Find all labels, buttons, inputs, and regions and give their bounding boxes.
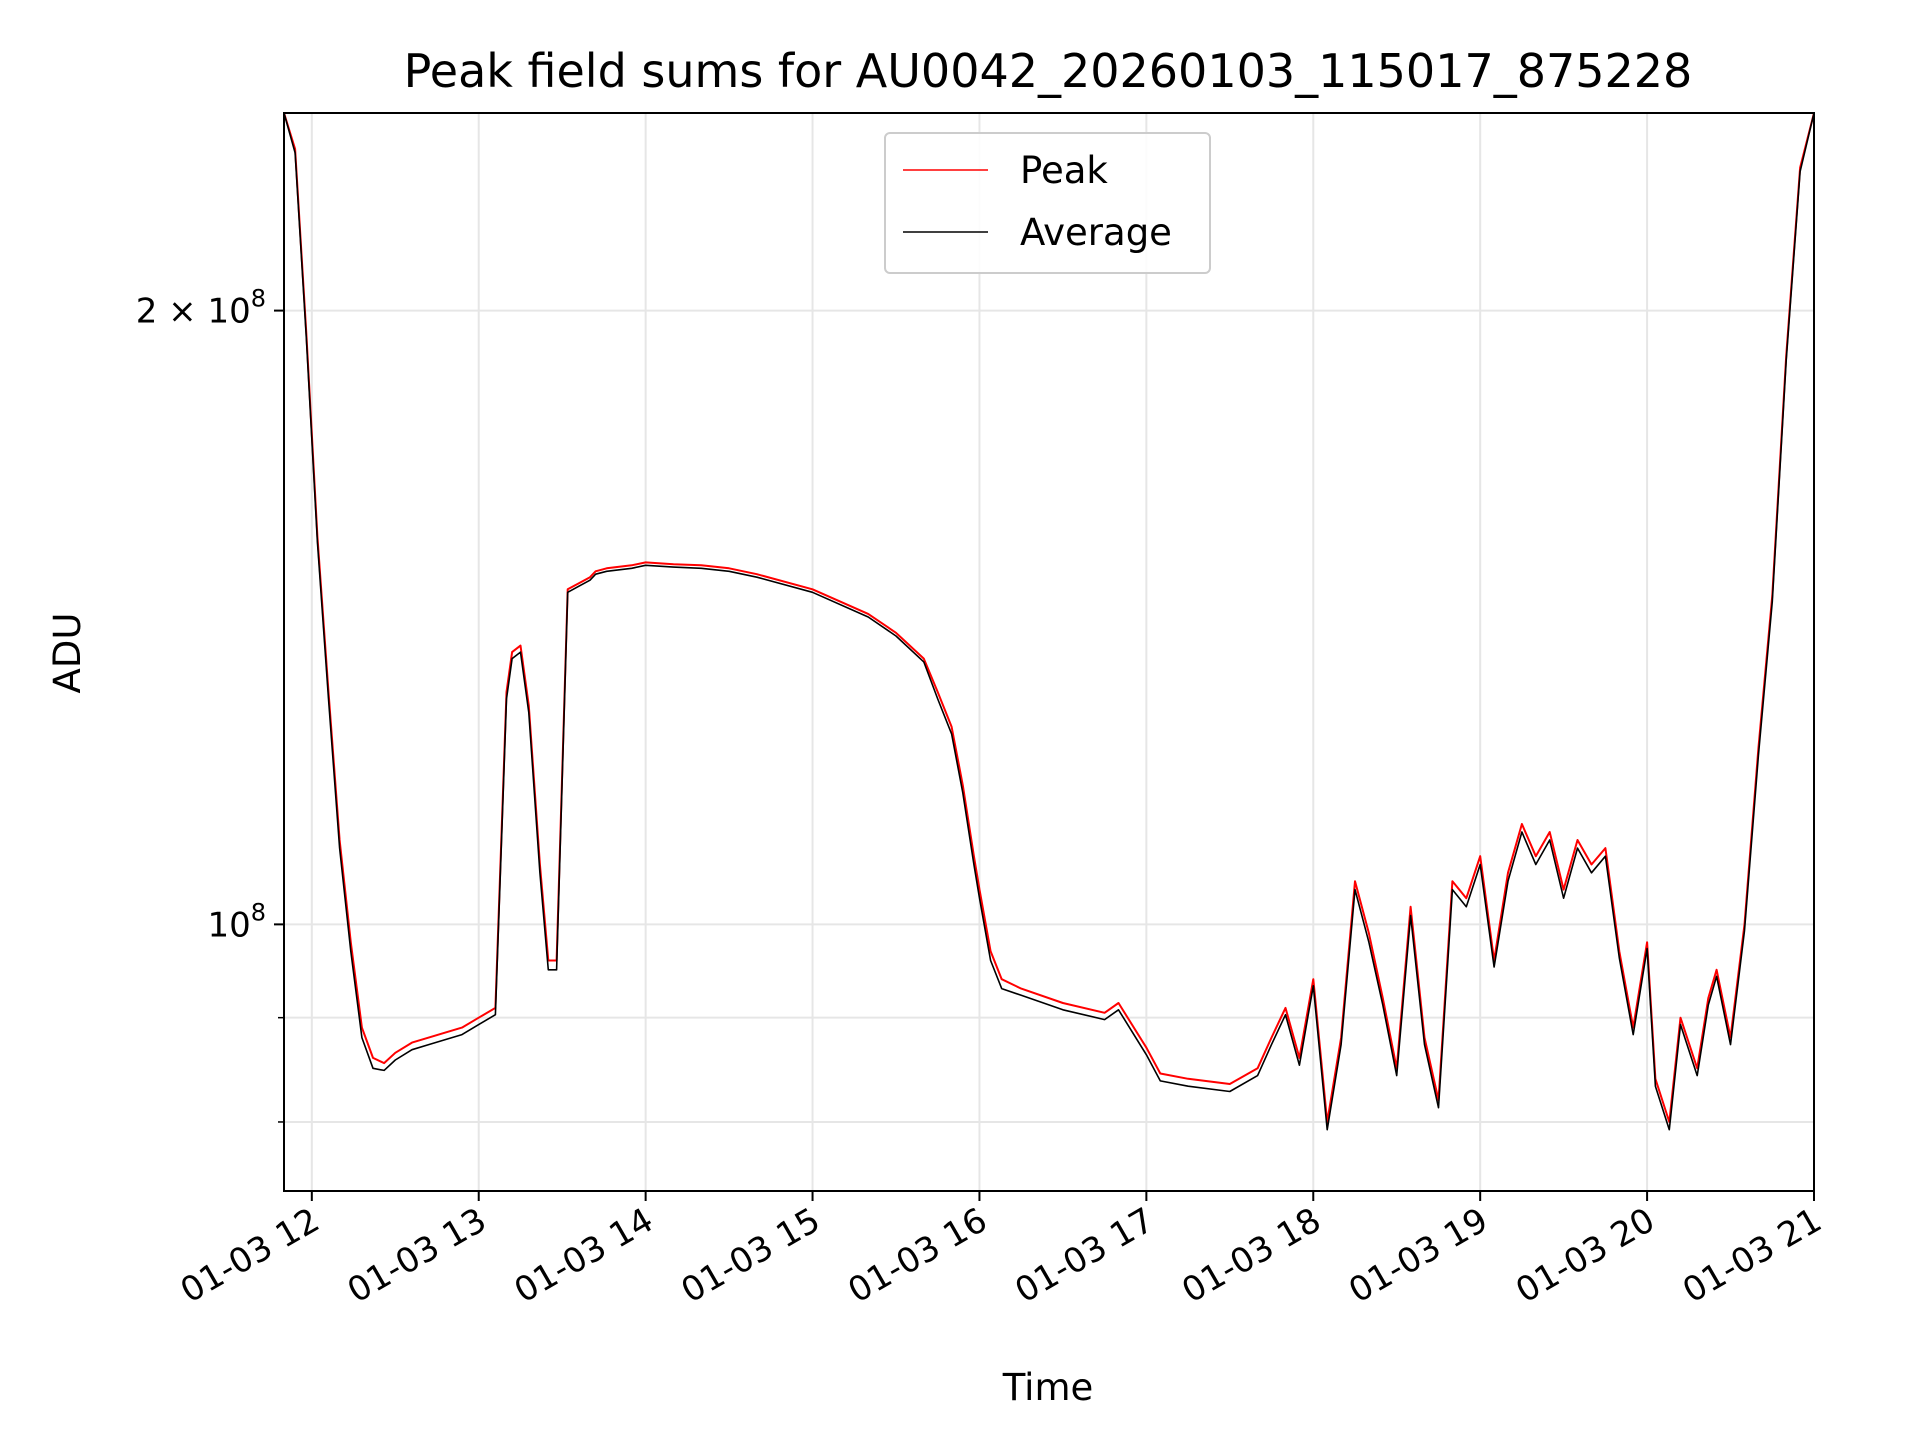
y-tick-label: 108 (207, 898, 266, 945)
series-line-average (284, 113, 1814, 1131)
series-line-peak (284, 113, 1814, 1123)
y-tick-label: 2 × 108 (136, 285, 266, 332)
legend-box (884, 132, 1211, 274)
legend-label-average: Average (1020, 211, 1172, 254)
legend-label-peak: Peak (1020, 149, 1108, 192)
series-layer (284, 113, 1814, 1131)
plot-frame (283, 112, 1815, 1192)
x-axis-label: Time (1002, 1366, 1094, 1409)
y-axis-ticks: 108 2 × 108 (136, 285, 284, 1123)
y-axis-label: ADU (46, 613, 89, 694)
legend: Peak Average (884, 132, 1211, 274)
chart-title: Peak field sums for AU0042_20260103_1150… (404, 44, 1693, 98)
